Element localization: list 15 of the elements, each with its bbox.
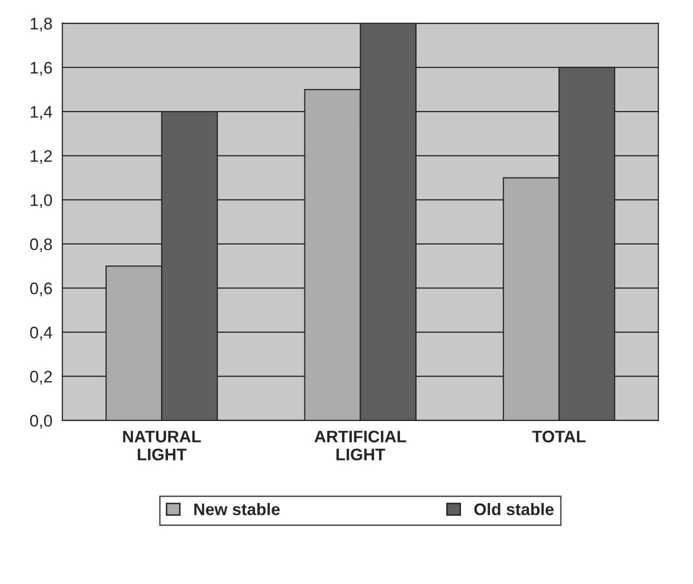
y-tick-label: 1,4 (30, 106, 52, 120)
y-tick-label: 0,8 (30, 238, 52, 252)
y-tick-label: 1,6 (30, 62, 52, 76)
x-tick-label: NATURAL LIGHT (123, 430, 201, 460)
y-tick-label: 0,6 (30, 282, 52, 296)
y-tick-label: 1,8 (30, 18, 52, 32)
x-tick-label: ARTIFICIAL LIGHT (314, 430, 406, 460)
y-tick-label: 0,4 (30, 326, 52, 340)
y-tick-label: 0,0 (30, 414, 52, 429)
legend-label: New stable (194, 502, 280, 516)
legend-label: Old stable (474, 502, 554, 516)
y-tick-label: 1,0 (30, 194, 52, 208)
x-tick-label: TOTAL (532, 430, 586, 442)
y-tick-label: 0,2 (30, 370, 52, 385)
y-tick-label: 1,2 (30, 150, 52, 164)
